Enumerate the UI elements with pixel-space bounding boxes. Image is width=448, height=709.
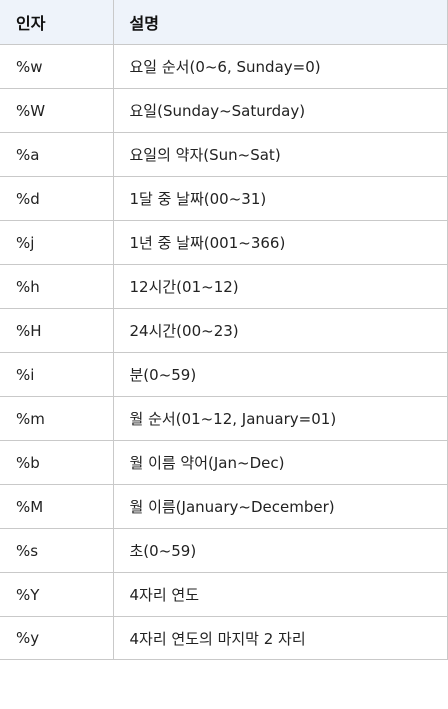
description-cell: 요일 순서(0~6, Sunday=0) bbox=[112, 44, 448, 89]
table-row: %w 요일 순서(0~6, Sunday=0) bbox=[0, 44, 448, 89]
argument-cell: %a bbox=[0, 132, 114, 177]
format-specifier-table: 인자 설명 %w 요일 순서(0~6, Sunday=0) %W 요일(Sund… bbox=[0, 0, 448, 660]
argument-cell: %m bbox=[0, 396, 114, 441]
description-cell: 월 이름 약어(Jan~Dec) bbox=[112, 440, 448, 485]
description-cell: 24시간(00~23) bbox=[112, 308, 448, 353]
table-row: %W 요일(Sunday~Saturday) bbox=[0, 88, 448, 133]
argument-cell: %W bbox=[0, 88, 114, 133]
table-row: %m 월 순서(01~12, January=01) bbox=[0, 396, 448, 441]
description-cell: 4자리 연도의 마지막 2 자리 bbox=[112, 616, 448, 660]
argument-cell: %M bbox=[0, 484, 114, 529]
argument-cell: %s bbox=[0, 528, 114, 573]
table-row: %H 24시간(00~23) bbox=[0, 308, 448, 353]
header-row: 인자 설명 bbox=[0, 0, 448, 45]
description-cell: 1달 중 날짜(00~31) bbox=[112, 176, 448, 221]
table-header: 인자 설명 bbox=[0, 0, 448, 45]
table-row: %j 1년 중 날짜(001~366) bbox=[0, 220, 448, 265]
table-row: %i 분(0~59) bbox=[0, 352, 448, 397]
table-row: %y 4자리 연도의 마지막 2 자리 bbox=[0, 616, 448, 660]
argument-cell: %y bbox=[0, 616, 114, 660]
argument-cell: %i bbox=[0, 352, 114, 397]
description-cell: 1년 중 날짜(001~366) bbox=[112, 220, 448, 265]
argument-cell: %b bbox=[0, 440, 114, 485]
description-cell: 분(0~59) bbox=[112, 352, 448, 397]
description-cell: 요일(Sunday~Saturday) bbox=[112, 88, 448, 133]
description-cell: 12시간(01~12) bbox=[112, 264, 448, 309]
table-row: %b 월 이름 약어(Jan~Dec) bbox=[0, 440, 448, 485]
argument-cell: %Y bbox=[0, 572, 114, 617]
description-cell: 월 이름(January~December) bbox=[112, 484, 448, 529]
table-row: %Y 4자리 연도 bbox=[0, 572, 448, 617]
description-cell: 월 순서(01~12, January=01) bbox=[112, 396, 448, 441]
table-row: %d 1달 중 날짜(00~31) bbox=[0, 176, 448, 221]
table-row: %h 12시간(01~12) bbox=[0, 264, 448, 309]
argument-cell: %H bbox=[0, 308, 114, 353]
header-description: 설명 bbox=[112, 0, 448, 45]
table-body: %w 요일 순서(0~6, Sunday=0) %W 요일(Sunday~Sat… bbox=[0, 44, 448, 660]
table-row: %a 요일의 약자(Sun~Sat) bbox=[0, 132, 448, 177]
header-argument: 인자 bbox=[0, 0, 114, 45]
description-cell: 요일의 약자(Sun~Sat) bbox=[112, 132, 448, 177]
argument-cell: %j bbox=[0, 220, 114, 265]
description-cell: 초(0~59) bbox=[112, 528, 448, 573]
description-cell: 4자리 연도 bbox=[112, 572, 448, 617]
table-row: %s 초(0~59) bbox=[0, 528, 448, 573]
table-row: %M 월 이름(January~December) bbox=[0, 484, 448, 529]
argument-cell: %h bbox=[0, 264, 114, 309]
argument-cell: %d bbox=[0, 176, 114, 221]
argument-cell: %w bbox=[0, 44, 114, 89]
